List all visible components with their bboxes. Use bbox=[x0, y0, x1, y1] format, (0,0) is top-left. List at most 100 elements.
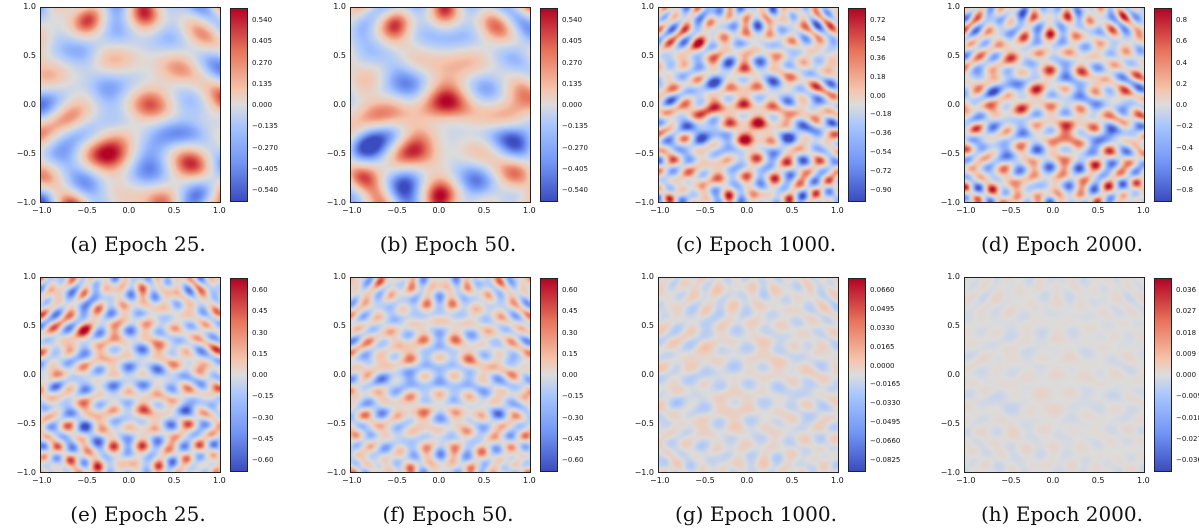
x-tick-label: −1.0 bbox=[956, 476, 976, 485]
colorbar bbox=[230, 278, 248, 472]
colorbar-tick-label: −0.4 bbox=[1176, 143, 1193, 152]
colorbar-tick-label: −0.72 bbox=[870, 167, 892, 176]
y-tick-label: 1.0 bbox=[947, 272, 960, 281]
x-tick-label: 0.5 bbox=[1091, 206, 1105, 215]
colorbar-tick-label: −0.6 bbox=[1176, 164, 1193, 173]
heatmap-field bbox=[41, 8, 220, 202]
colorbar-tick-label: 0.000 bbox=[1176, 371, 1197, 379]
y-tick-label: 1.0 bbox=[333, 272, 346, 281]
colorbar-tick-label: −0.60 bbox=[562, 456, 584, 464]
colorbar-tick-label: 0.60 bbox=[252, 286, 268, 294]
colorbar-tick-label: −0.0825 bbox=[870, 456, 901, 464]
colorbar-tick-label: 0.540 bbox=[252, 16, 273, 24]
heatmap-panel: 1.0 0.5 0.0 −0.5 −1.0 −1.0 −0.5 0.0 0.5 1.0 0.60 0.… bbox=[327, 273, 584, 527]
y-tick-label: −1.0 bbox=[326, 198, 346, 207]
x-tick-label: −0.5 bbox=[695, 476, 715, 485]
colorbar-tick-label: −0.15 bbox=[562, 392, 584, 401]
colorbar-tick-label: 0.8 bbox=[1176, 16, 1188, 24]
y-tick-label: 0.5 bbox=[23, 51, 36, 60]
colorbar-tick-label: −0.135 bbox=[252, 122, 278, 131]
colorbar bbox=[848, 278, 866, 472]
x-tick-label: 0.5 bbox=[785, 206, 799, 215]
colorbar-tick-label: −0.405 bbox=[562, 164, 588, 173]
colorbar-tick-label: 0.0330 bbox=[870, 323, 895, 332]
colorbar-tick-label: −0.54 bbox=[870, 148, 892, 157]
colorbar-tick-label: 0.027 bbox=[1176, 307, 1197, 316]
x-tick-label: 0.0 bbox=[740, 206, 754, 215]
colorbar-tick-label: −0.0495 bbox=[870, 418, 901, 427]
colorbar-tick-label: 0.15 bbox=[562, 349, 578, 358]
x-tick-label: −1.0 bbox=[956, 206, 976, 215]
x-tick-label: 0.5 bbox=[785, 476, 799, 485]
panel-caption: (b) Epoch 50. bbox=[379, 232, 517, 256]
x-tick-label: −1.0 bbox=[650, 206, 670, 215]
colorbar-tick-label: 0.54 bbox=[870, 34, 886, 43]
heatmap-plot-area bbox=[658, 277, 839, 473]
colorbar bbox=[540, 278, 558, 472]
colorbar-tick-label: 0.0 bbox=[1176, 101, 1188, 109]
colorbar-tick-label: 0.00 bbox=[252, 371, 268, 379]
colorbar-tick-label: 0.72 bbox=[870, 16, 886, 24]
colorbar-tick-label: 0.6 bbox=[1176, 37, 1188, 46]
heatmap-plot-area bbox=[964, 277, 1145, 473]
x-tick-label: −0.5 bbox=[1001, 476, 1021, 485]
colorbar-tick-label: 0.45 bbox=[252, 307, 268, 316]
y-tick-label: −0.5 bbox=[326, 149, 346, 158]
colorbar-tick-label: −0.270 bbox=[562, 143, 588, 152]
colorbar-tick-label: 0.18 bbox=[870, 72, 886, 81]
y-tick-label: 1.0 bbox=[641, 272, 654, 281]
y-tick-label: 1.0 bbox=[333, 2, 346, 11]
colorbar bbox=[540, 8, 558, 202]
colorbar-tick-label: 0.036 bbox=[1176, 286, 1197, 294]
heatmap-plot-area bbox=[658, 7, 839, 203]
x-tick-label: −0.5 bbox=[387, 206, 407, 215]
y-tick-label: 0.5 bbox=[641, 51, 654, 60]
y-tick-label: 1.0 bbox=[947, 2, 960, 11]
colorbar-tick-label: 0.0165 bbox=[870, 342, 895, 351]
heatmap-field bbox=[351, 8, 530, 202]
y-tick-label: 0.5 bbox=[23, 321, 36, 330]
colorbar-tick-label: 0.4 bbox=[1176, 58, 1188, 67]
y-tick-label: 0.0 bbox=[333, 100, 346, 109]
colorbar-tick-label: 0.135 bbox=[252, 79, 273, 88]
x-tick-label: 0.5 bbox=[1091, 476, 1105, 485]
y-tick-label: −0.5 bbox=[940, 149, 960, 158]
y-tick-label: −1.0 bbox=[16, 198, 36, 207]
colorbar-tick-label: 0.2 bbox=[1176, 79, 1188, 88]
x-tick-label: −1.0 bbox=[342, 476, 362, 485]
panel-caption: (d) Epoch 2000. bbox=[981, 232, 1143, 256]
colorbar-tick-label: −0.018 bbox=[1176, 413, 1199, 422]
colorbar-tick-label: −0.027 bbox=[1176, 434, 1199, 443]
y-tick-label: −0.5 bbox=[16, 419, 36, 428]
x-tick-label: 1.0 bbox=[213, 476, 226, 485]
colorbar-tick-label: 0.30 bbox=[252, 328, 268, 337]
x-tick-label: 0.0 bbox=[432, 476, 446, 485]
y-tick-label: −0.5 bbox=[634, 419, 654, 428]
colorbar-tick-label: 0.0660 bbox=[870, 286, 895, 294]
x-tick-label: 0.0 bbox=[122, 206, 136, 215]
colorbar-tick-label: 0.36 bbox=[870, 53, 886, 62]
heatmap-plot-area bbox=[350, 277, 531, 473]
heatmap-plot-area bbox=[40, 7, 221, 203]
x-tick-label: 1.0 bbox=[1137, 206, 1150, 215]
heatmap-panel: 1.0 0.5 0.0 −0.5 −1.0 −1.0 −0.5 0.0 0.5 1.0 0.540 0… bbox=[17, 3, 278, 257]
heatmap-panel: 1.0 0.5 0.0 −0.5 −1.0 −1.0 −0.5 0.0 0.5 1.0 0.60 0.… bbox=[17, 273, 274, 527]
colorbar-tick-label: −0.30 bbox=[562, 413, 584, 422]
colorbar bbox=[1154, 8, 1172, 202]
colorbar-tick-label: −0.60 bbox=[252, 456, 274, 464]
x-tick-label: 0.5 bbox=[167, 476, 181, 485]
x-tick-label: 1.0 bbox=[1137, 476, 1150, 485]
y-tick-label: −0.5 bbox=[940, 419, 960, 428]
colorbar-tick-label: 0.0495 bbox=[870, 304, 895, 313]
colorbar-tick-label: −0.36 bbox=[870, 129, 892, 138]
colorbar-tick-label: 0.135 bbox=[562, 79, 583, 88]
colorbar-tick-label: −0.135 bbox=[562, 122, 588, 131]
colorbar-tick-label: −0.405 bbox=[252, 164, 278, 173]
colorbar bbox=[848, 8, 866, 202]
colorbar-tick-label: 0.00 bbox=[870, 91, 886, 100]
y-tick-label: 0.0 bbox=[641, 370, 654, 379]
heatmap-plot-area bbox=[40, 277, 221, 473]
colorbar-tick-label: −0.45 bbox=[562, 434, 584, 443]
colorbar-tick-label: 0.30 bbox=[562, 328, 578, 337]
y-tick-label: 0.5 bbox=[641, 321, 654, 330]
